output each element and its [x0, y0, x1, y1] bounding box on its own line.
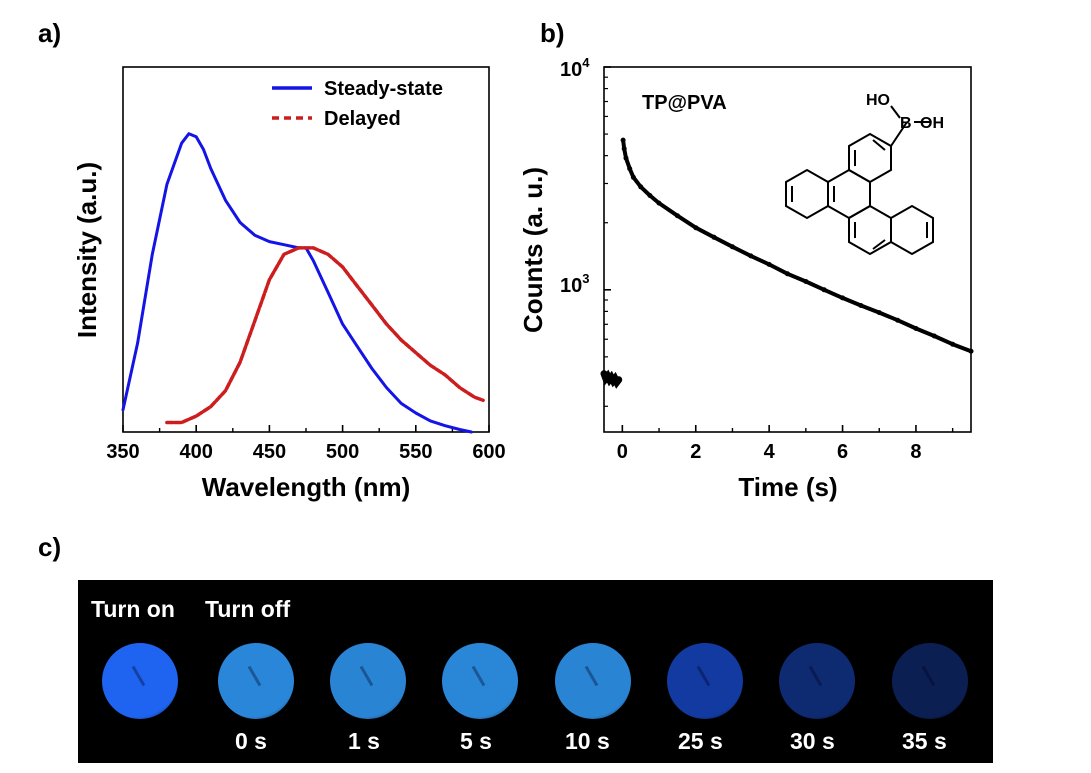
turn-on-label: Turn on [91, 596, 175, 622]
chart-b-data-point [821, 287, 827, 293]
chart-b-data-point [620, 137, 626, 143]
chart-b-data-point [607, 377, 612, 383]
chart-b-xtick-label: 2 [690, 441, 701, 463]
sample-disc-25s [667, 643, 743, 719]
chart-b-ytick-label-1e4: 104 [560, 55, 590, 81]
chart-b-data-point [603, 376, 609, 381]
chart-b-data-point [630, 174, 636, 180]
chart-b-data-point [895, 317, 901, 323]
chart-b-ylabel: Counts (a. u.) [518, 167, 548, 333]
chart-b-data-point [656, 200, 662, 206]
chart-a-xtick-label: 600 [472, 441, 505, 463]
chart-b-data-point [605, 373, 611, 379]
chart-a-xtick-label: 450 [253, 441, 286, 463]
molecule-structure-icon [785, 105, 934, 256]
time-label-30s: 30 s [790, 728, 835, 754]
chart-b-data-point [616, 377, 622, 383]
chart-b-series-background [600, 369, 623, 389]
chart-a-xtick-label: 550 [399, 441, 432, 463]
sample-disc-5s [442, 643, 518, 719]
sample-disc-30s [779, 643, 855, 719]
chart-b-xtick-label: 4 [764, 441, 776, 463]
chart-b-data-point [623, 155, 629, 161]
molecule-label-b: B [900, 115, 912, 132]
chart-b-data-point [601, 371, 607, 377]
chart-b-xlabel: Time (s) [738, 472, 837, 502]
chart-a-xtick-label: 350 [106, 441, 139, 463]
chart-a-series-delayed [165, 246, 485, 425]
legend-label-delayed: Delayed [324, 108, 401, 130]
panel-label-b: b) [540, 18, 565, 48]
chart-a-plot-frame [122, 66, 490, 433]
chart-b-ytick-label-1e3: 103 [560, 271, 589, 297]
panel-label-a: a) [38, 18, 62, 48]
sample-disc-turn-on [102, 643, 178, 719]
chart-a-series-steady-state [121, 132, 473, 434]
chart-b-data-point [627, 166, 633, 172]
chart-b-plot-frame [603, 66, 972, 433]
chart-b-data-point [693, 225, 699, 231]
chart-b-data-point [803, 279, 809, 284]
chart-b-xtick-label: 6 [837, 441, 848, 463]
chart-b-data-point [674, 213, 680, 219]
chart-a-xtick-label: 500 [326, 441, 359, 463]
chart-b-data-point [608, 374, 614, 380]
chart-a-xtick-label: 400 [180, 441, 213, 463]
sample-disc-10s [555, 643, 631, 719]
chart-b-data-point [766, 261, 772, 267]
time-label-25s: 25 s [678, 728, 723, 754]
chart-b-data-point [785, 271, 790, 277]
molecule-label-oh: OH [920, 115, 944, 132]
chart-b-data-point [840, 295, 845, 301]
chart-a-ylabel: Intensity (a.u.) [72, 162, 102, 338]
chart-b-series-decay [621, 138, 973, 354]
chart-a-xlabel: Wavelength (nm) [202, 472, 410, 502]
chart-b-data-point [621, 146, 627, 152]
chart-b-data-point [612, 376, 618, 381]
chart-b-data-point [730, 244, 735, 250]
chart-b-sample-title: TP@PVA [642, 92, 727, 114]
chart-b-data-point [647, 193, 653, 198]
afterglow-photo-strip: Turn on Turn off 0 s 1 s 5 s 10 s 25 s 3… [78, 580, 993, 763]
sample-disc-35s [892, 643, 968, 719]
chart-b-data-point [950, 341, 956, 347]
molecule-label-ho: HO [866, 92, 890, 109]
panel-label-c: c) [38, 532, 62, 562]
turn-off-label: Turn off [205, 596, 291, 622]
chart-b-data-point [748, 253, 754, 259]
chart-b-xtick-label: 8 [910, 441, 921, 463]
time-label-10s: 10 s [565, 728, 610, 754]
chart-b-data-point [913, 326, 919, 331]
chart-b-data-point [876, 310, 882, 316]
sample-disc-0s [218, 643, 294, 719]
time-label-0s: 0 s [235, 728, 267, 754]
chart-b-data-point [711, 234, 717, 240]
chart-b-xtick-label: 0 [617, 441, 628, 463]
sample-disc-1s [330, 643, 406, 719]
chart-b-data-point [614, 379, 620, 385]
chart-b-data-point [858, 303, 864, 308]
time-label-1s: 1 s [348, 728, 380, 754]
legend-label-steady-state: Steady-state [324, 78, 443, 100]
chart-b-data-point [931, 333, 937, 339]
chart-b-data-point [638, 184, 644, 190]
chart-b-data-point [968, 348, 974, 354]
time-label-35s: 35 s [902, 728, 947, 754]
chart-b-data-point [610, 378, 616, 384]
time-label-5s: 5 s [460, 728, 492, 754]
